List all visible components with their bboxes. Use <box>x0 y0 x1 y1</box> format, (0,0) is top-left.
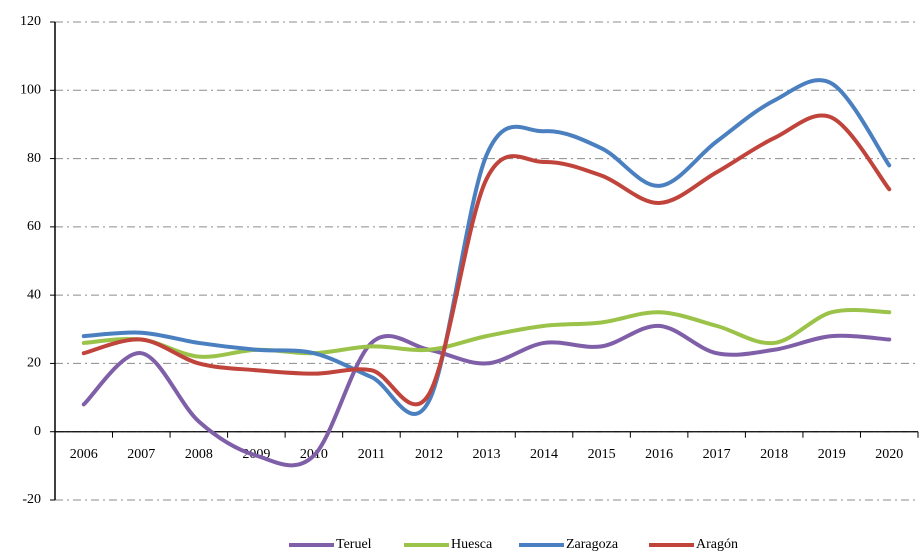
y-tick-label: 0 <box>34 424 41 439</box>
x-tick-label: 2014 <box>530 447 558 462</box>
x-tick-label: 2017 <box>703 447 731 462</box>
legend-label: Zaragoza <box>566 537 619 552</box>
x-tick-label: 2013 <box>473 447 501 462</box>
series-line <box>81 113 892 407</box>
x-tick-label: 2015 <box>588 447 616 462</box>
x-tick-label: 2012 <box>415 447 443 462</box>
y-tick-label: 80 <box>27 151 41 166</box>
y-tick-label: -20 <box>22 492 41 507</box>
y-tick-label: 120 <box>20 14 41 29</box>
x-tick-label: 2019 <box>818 447 846 462</box>
series-line <box>81 307 892 359</box>
y-tick-label: 60 <box>27 219 41 234</box>
x-tick-label: 2016 <box>645 447 673 462</box>
x-tick-label: 2007 <box>127 447 155 462</box>
y-tick-label: 20 <box>27 356 41 371</box>
series-line <box>81 323 892 468</box>
legend-label: Teruel <box>336 537 372 552</box>
legend-label: Huesca <box>451 537 493 552</box>
x-tick-label: 2020 <box>875 447 903 462</box>
y-tick-label: 100 <box>20 83 41 98</box>
y-tick-label: 40 <box>27 287 41 302</box>
x-tick-label: 2011 <box>358 447 385 462</box>
x-tick-label: 2008 <box>185 447 213 462</box>
legend-label: Aragón <box>696 537 738 552</box>
x-tick-label: 2006 <box>70 447 98 462</box>
x-tick-label: 2018 <box>760 447 788 462</box>
series-line <box>81 78 892 416</box>
